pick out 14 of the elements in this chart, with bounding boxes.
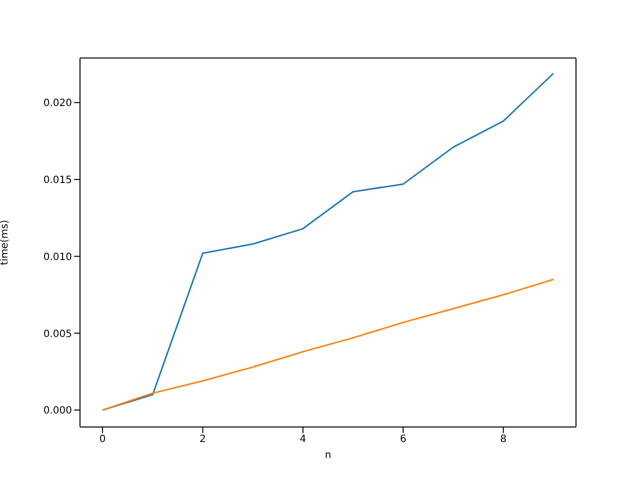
x-axis-title: n <box>324 450 332 461</box>
line-series <box>102 72 554 411</box>
line-series <box>102 278 554 411</box>
x-tick-label: 2 <box>200 434 206 446</box>
x-tick-label: 0 <box>99 434 106 446</box>
y-tick-label: 0.020 <box>43 98 72 110</box>
y-tick-label: 0.005 <box>43 328 72 340</box>
x-tick-label: 6 <box>400 434 406 446</box>
y-tick-label: 0.015 <box>43 175 72 186</box>
y-tick-label: 0.000 <box>43 406 72 417</box>
x-tick-label: 4 <box>300 434 306 446</box>
y-axis-title: time(ms) <box>0 220 11 266</box>
y-tick-label: 0.010 <box>43 252 72 263</box>
x-tick-label: 8 <box>500 434 507 446</box>
